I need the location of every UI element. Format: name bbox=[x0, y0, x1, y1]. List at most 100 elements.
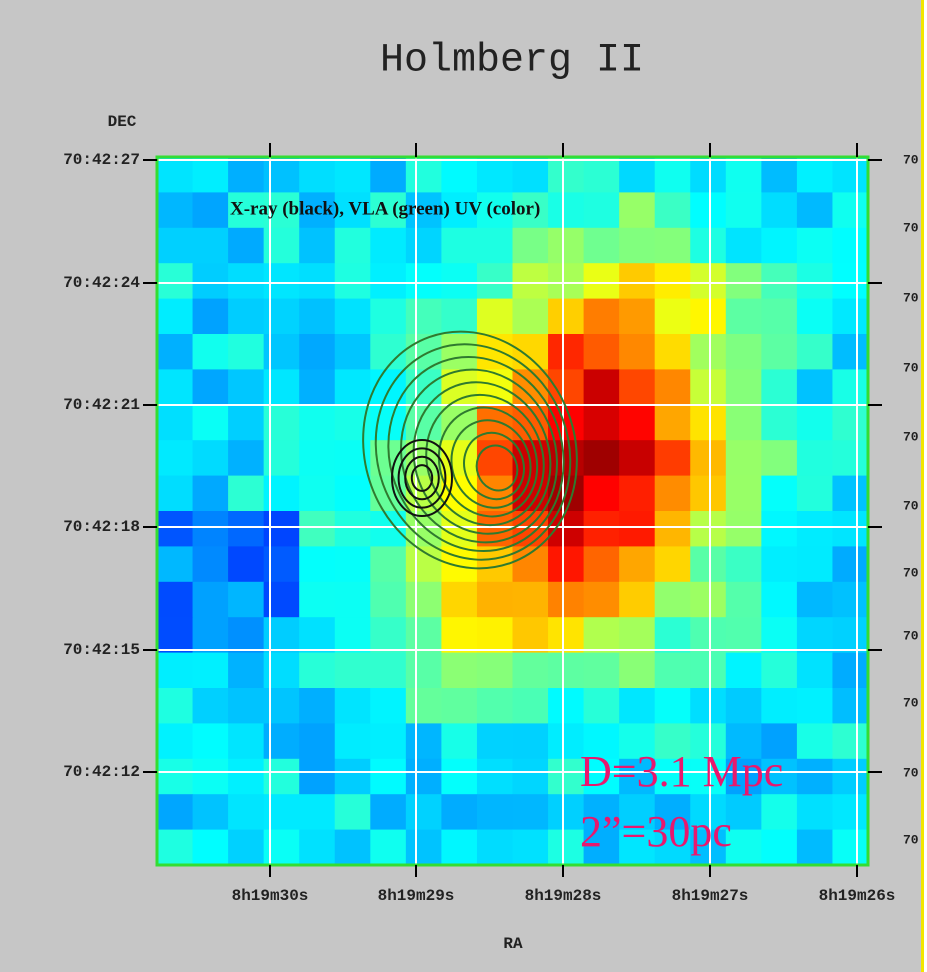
heat-cell bbox=[513, 653, 549, 689]
heat-cell bbox=[655, 582, 691, 618]
heat-cell bbox=[335, 334, 371, 370]
heat-cell bbox=[228, 476, 264, 512]
heat-cell bbox=[228, 546, 264, 582]
heat-cell bbox=[726, 369, 762, 405]
heat-cell bbox=[228, 582, 264, 618]
heat-cell bbox=[299, 299, 335, 335]
heat-cell bbox=[335, 511, 371, 547]
heat-cell bbox=[726, 617, 762, 653]
heat-cell bbox=[441, 653, 477, 689]
heat-cell bbox=[228, 688, 264, 724]
heat-cell bbox=[761, 476, 797, 512]
heat-cell bbox=[299, 476, 335, 512]
heat-cell bbox=[477, 830, 513, 866]
heat-cell bbox=[299, 653, 335, 689]
heat-cell bbox=[157, 476, 193, 512]
heat-cell bbox=[655, 440, 691, 476]
heat-cell bbox=[832, 476, 868, 512]
heat-cell bbox=[477, 653, 513, 689]
x-tick-label: 8h19m26s bbox=[819, 887, 896, 905]
heat-cell bbox=[619, 688, 655, 724]
heat-cell bbox=[193, 653, 229, 689]
heat-cell bbox=[441, 759, 477, 795]
heat-cell bbox=[584, 476, 620, 512]
heat-cell bbox=[726, 405, 762, 441]
heat-cell bbox=[655, 617, 691, 653]
heat-cell bbox=[157, 299, 193, 335]
heat-cell bbox=[548, 263, 584, 299]
heat-cell bbox=[406, 369, 442, 405]
heat-cell bbox=[228, 653, 264, 689]
heat-cell bbox=[797, 192, 833, 228]
heat-cell bbox=[584, 546, 620, 582]
heat-cell bbox=[513, 723, 549, 759]
heat-cell bbox=[726, 476, 762, 512]
heat-cell bbox=[157, 192, 193, 228]
heat-cell bbox=[370, 688, 406, 724]
y-tick-label: 70:42:15 bbox=[63, 641, 140, 659]
heat-cell bbox=[513, 688, 549, 724]
heat-cell bbox=[299, 334, 335, 370]
heat-cell bbox=[761, 405, 797, 441]
right-tick-label: 70 bbox=[903, 565, 919, 580]
x-tick-label: 8h19m30s bbox=[232, 887, 309, 905]
heat-cell bbox=[228, 157, 264, 193]
heat-cell bbox=[299, 546, 335, 582]
heat-cell bbox=[406, 582, 442, 618]
right-tick-label: 70 bbox=[903, 290, 919, 305]
heat-cell bbox=[584, 157, 620, 193]
heat-cell bbox=[548, 617, 584, 653]
right-tick-label: 70 bbox=[903, 220, 919, 235]
heat-cell bbox=[228, 617, 264, 653]
x-tick-label: 8h19m29s bbox=[378, 887, 455, 905]
heat-cell bbox=[335, 759, 371, 795]
heat-cell bbox=[584, 653, 620, 689]
heat-cell bbox=[584, 511, 620, 547]
heat-cell bbox=[761, 334, 797, 370]
heat-cell bbox=[726, 263, 762, 299]
heat-cell bbox=[832, 157, 868, 193]
heat-cell bbox=[299, 440, 335, 476]
heat-cell bbox=[193, 688, 229, 724]
heat-cell bbox=[477, 688, 513, 724]
heat-cell bbox=[832, 546, 868, 582]
right-tick-label: 70 bbox=[903, 498, 919, 513]
heat-cell bbox=[370, 299, 406, 335]
heat-cell bbox=[228, 794, 264, 830]
heat-cell bbox=[477, 228, 513, 264]
heat-cell bbox=[370, 228, 406, 264]
heat-cell bbox=[477, 263, 513, 299]
heat-cell bbox=[228, 299, 264, 335]
heat-cell bbox=[335, 617, 371, 653]
heat-cell bbox=[726, 653, 762, 689]
heat-cell bbox=[797, 582, 833, 618]
heat-cell bbox=[228, 334, 264, 370]
heat-cell bbox=[441, 582, 477, 618]
heat-cell bbox=[513, 759, 549, 795]
heat-cell bbox=[477, 157, 513, 193]
heat-cell bbox=[157, 511, 193, 547]
heat-cell bbox=[584, 228, 620, 264]
y-tick-label: 70:42:24 bbox=[63, 274, 140, 292]
heat-cell bbox=[513, 157, 549, 193]
heat-cell bbox=[761, 369, 797, 405]
heat-cell bbox=[406, 794, 442, 830]
heat-cell bbox=[370, 334, 406, 370]
figure: 70:42:2770:42:2470:42:2170:42:1870:42:15… bbox=[0, 0, 927, 972]
heat-cell bbox=[690, 192, 726, 228]
heat-cell bbox=[690, 511, 726, 547]
heat-cell bbox=[477, 299, 513, 335]
right-tick-label: 70 bbox=[903, 832, 919, 847]
heat-cell bbox=[619, 334, 655, 370]
heat-cell bbox=[335, 546, 371, 582]
heat-cell bbox=[157, 830, 193, 866]
heat-cell bbox=[761, 192, 797, 228]
y-tick-label: 70:42:27 bbox=[63, 151, 140, 169]
heat-cell bbox=[832, 830, 868, 866]
heat-cell bbox=[655, 369, 691, 405]
heat-cell bbox=[761, 228, 797, 264]
heat-cell bbox=[619, 440, 655, 476]
heat-cell bbox=[157, 334, 193, 370]
heat-cell bbox=[548, 723, 584, 759]
heat-cell bbox=[548, 830, 584, 866]
